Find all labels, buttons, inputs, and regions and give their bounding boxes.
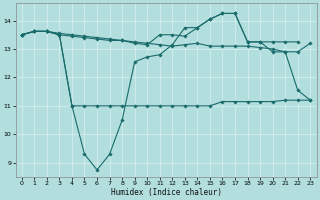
X-axis label: Humidex (Indice chaleur): Humidex (Indice chaleur) [110,188,221,197]
